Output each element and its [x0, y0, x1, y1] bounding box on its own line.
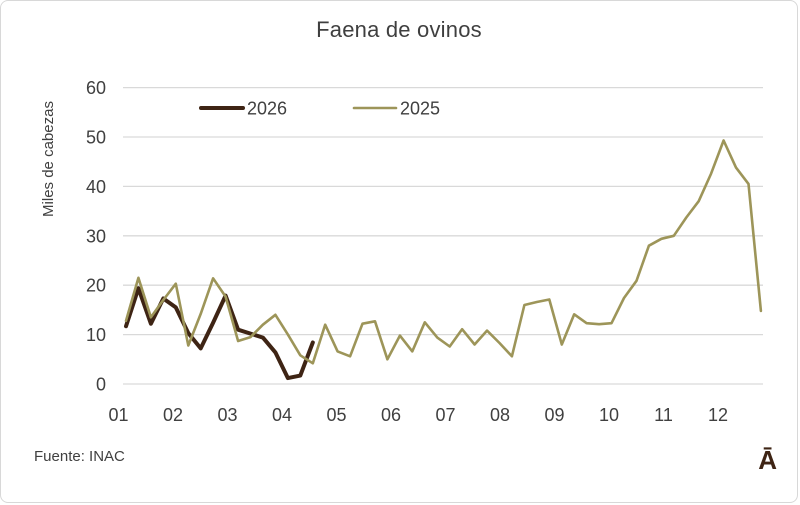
y-tick-label: 40	[86, 177, 106, 197]
x-tick-label-11: 11	[654, 405, 673, 425]
x-tick-label-07: 07	[435, 405, 455, 425]
y-tick-label: 0	[96, 375, 106, 395]
y-axis-title: Miles de cabezas	[40, 101, 57, 217]
x-tick-label-12: 12	[708, 405, 728, 425]
y-tick-label: 20	[86, 276, 106, 296]
x-tick-label-06: 06	[381, 405, 401, 425]
series-line-2025	[124, 139, 763, 365]
x-tick-label-08: 08	[490, 405, 510, 425]
x-tick-label-02: 02	[163, 405, 183, 425]
x-tick-label-09: 09	[544, 405, 564, 425]
y-tick-label: 50	[86, 128, 106, 148]
y-tick-label: 10	[86, 325, 106, 345]
legend-label-2026: 2026	[247, 99, 287, 119]
legend-label-2025: 2025	[400, 99, 440, 119]
x-tick-label-03: 03	[217, 405, 237, 425]
logo-watermark: Ā	[758, 445, 777, 475]
series-line-2026	[124, 286, 315, 381]
y-tick-label: 30	[86, 226, 106, 246]
chart-title: Faena de ovinos	[316, 17, 482, 42]
x-tick-label-05: 05	[326, 405, 346, 425]
x-tick-label-01: 01	[108, 405, 128, 425]
y-tick-label: 60	[86, 78, 106, 98]
x-tick-label-10: 10	[599, 405, 619, 425]
source-note: Fuente: INAC	[34, 448, 125, 465]
x-tick-label-04: 04	[272, 405, 292, 425]
